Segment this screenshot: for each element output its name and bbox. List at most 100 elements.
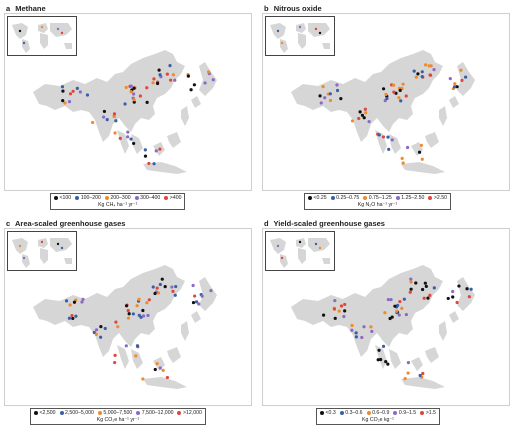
site-marker <box>388 316 392 321</box>
site-marker <box>127 312 131 316</box>
legend-item: 0.3–0.6 <box>339 410 363 416</box>
site-marker <box>377 133 381 137</box>
site-marker <box>328 98 333 103</box>
site-marker <box>152 162 156 166</box>
site-marker <box>103 326 107 331</box>
panel-area-scaled-ghg: c Area-scaled greenhouse gases <2,500 2,5… <box>4 219 254 433</box>
site-marker <box>165 375 170 380</box>
site-marker <box>141 308 145 313</box>
site-marker <box>432 67 436 72</box>
site-marker <box>203 81 207 85</box>
landmass <box>449 311 459 323</box>
site-marker <box>335 83 339 87</box>
site-marker <box>323 96 327 100</box>
legend-item: 100–200 <box>75 195 101 201</box>
site-marker <box>383 99 387 103</box>
landmass <box>191 96 201 108</box>
site-marker <box>165 72 169 76</box>
landmass <box>439 321 447 341</box>
landmass <box>50 23 72 37</box>
site-marker <box>132 98 136 102</box>
site-marker <box>189 88 193 92</box>
site-marker <box>409 277 413 281</box>
landmass <box>143 377 187 389</box>
site-marker <box>386 135 390 139</box>
site-marker <box>113 131 117 135</box>
landmass <box>131 349 143 369</box>
site-marker <box>464 75 468 79</box>
site-marker <box>332 307 337 311</box>
legend-dot <box>97 411 102 415</box>
site-marker <box>404 94 408 98</box>
site-marker <box>423 63 428 67</box>
site-marker <box>403 377 407 381</box>
site-marker <box>379 357 383 362</box>
panel-letter: a <box>6 4 11 13</box>
site-marker <box>155 286 159 290</box>
landmass <box>22 39 30 53</box>
landmass <box>375 130 387 154</box>
site-marker <box>328 92 332 96</box>
site-marker <box>418 373 422 378</box>
site-marker <box>61 89 65 93</box>
site-marker <box>398 88 402 92</box>
map-frame <box>262 13 510 191</box>
landmass <box>425 132 439 148</box>
site-marker <box>343 309 347 313</box>
site-marker <box>428 293 432 297</box>
site-marker <box>64 299 69 303</box>
panel-yield-scaled-ghg: d Yield-scaled greenhouse gases <0.3 0.3–… <box>262 219 512 433</box>
site-marker <box>154 149 158 153</box>
site-marker <box>209 289 213 293</box>
site-marker <box>126 130 130 134</box>
legend-label: 0.25–0.75 <box>336 195 360 201</box>
site-marker <box>67 100 72 104</box>
legend-items: <0.3 0.3–0.6 0.6–0.9 0.9–1.5 >1.5 <box>320 410 436 416</box>
world-inset-map <box>265 16 335 56</box>
legend-label: 0.3–0.6 <box>345 410 363 416</box>
legend-box: <2,500 2,500–5,000 5,000–7,500 7,500–12,000… <box>30 408 206 425</box>
site-marker <box>401 161 405 165</box>
landmass <box>439 106 447 126</box>
landmass <box>291 50 443 142</box>
landmass <box>389 349 401 369</box>
site-marker <box>168 64 172 68</box>
site-marker <box>141 314 146 318</box>
site-marker <box>422 296 426 300</box>
site-marker <box>377 348 381 352</box>
landmass <box>33 265 185 357</box>
site-marker <box>381 135 386 139</box>
inset-site-marker <box>60 246 64 250</box>
site-marker <box>91 120 95 125</box>
site-marker <box>342 314 346 319</box>
landmass <box>296 23 306 33</box>
site-marker <box>211 78 215 82</box>
site-marker <box>193 294 197 298</box>
site-marker <box>116 325 120 329</box>
panel-title-text: Yield-scaled greenhouse gases <box>273 219 385 228</box>
landmass <box>153 357 165 371</box>
legend-label: >2.50 <box>433 195 448 201</box>
landmass <box>322 43 330 49</box>
site-marker <box>409 287 413 291</box>
legend-item: 300–400 <box>134 195 160 201</box>
legend-dot <box>395 196 400 200</box>
inset-site-marker <box>298 240 302 244</box>
site-marker <box>157 68 161 72</box>
site-marker <box>145 86 149 90</box>
asia-map <box>33 265 217 389</box>
site-marker <box>137 297 141 302</box>
site-marker <box>126 308 130 313</box>
site-marker <box>376 358 380 362</box>
site-marker <box>74 314 78 318</box>
map-frame <box>4 13 252 191</box>
site-marker <box>131 312 135 316</box>
site-marker <box>146 313 150 318</box>
site-marker <box>386 362 390 366</box>
asia-map <box>291 265 475 389</box>
legend-label: <0.25 <box>313 195 327 201</box>
legend-item: 7,500–12,000 <box>136 410 173 416</box>
site-marker <box>420 70 424 74</box>
legend-item: <100 <box>54 195 71 201</box>
legend-item: 1.25–2.50 <box>395 195 424 201</box>
